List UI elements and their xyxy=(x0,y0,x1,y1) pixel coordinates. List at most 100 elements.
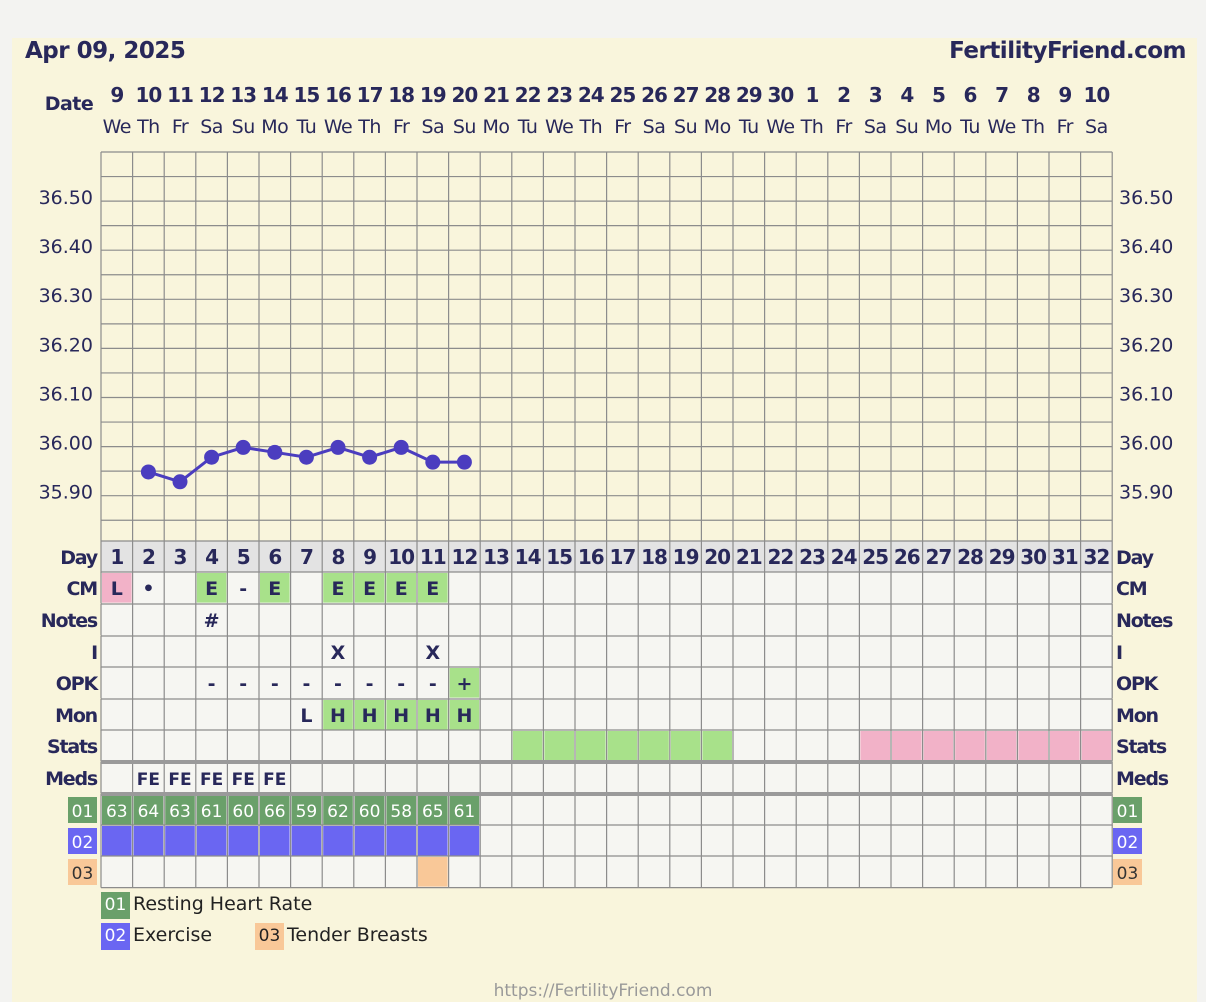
cell-day-text: 20 xyxy=(704,545,730,569)
row-code-right: 02 xyxy=(1117,833,1139,853)
row-code-right: 03 xyxy=(1117,864,1139,884)
cell-day-text: 15 xyxy=(546,545,572,569)
cell-day-text: 28 xyxy=(957,545,983,569)
cell-day-text: 21 xyxy=(736,545,762,569)
cell-day-text: 2 xyxy=(142,545,155,569)
date-number: 27 xyxy=(673,83,699,107)
cell-stats xyxy=(670,731,701,761)
cell-c1-text: 59 xyxy=(296,802,318,822)
temperature-point[interactable] xyxy=(267,444,283,460)
y-tick-right: 36.40 xyxy=(1119,236,1173,258)
date-number: 4 xyxy=(900,83,913,107)
temperature-point[interactable] xyxy=(298,449,314,465)
cell-day-text: 9 xyxy=(363,545,376,569)
temperature-point[interactable] xyxy=(204,449,220,465)
cell-mon-text: H xyxy=(362,705,378,727)
cell-day-text: 11 xyxy=(420,545,446,569)
date-number: 9 xyxy=(110,83,123,107)
legend-swatch-exercise: 02 xyxy=(101,923,130,950)
date-number: 2 xyxy=(837,83,850,107)
cell-c1-text: 60 xyxy=(232,802,254,822)
cell-day-text: 27 xyxy=(925,545,951,569)
cell-stats xyxy=(639,731,669,761)
cell-stats xyxy=(955,731,985,761)
cell-c1 xyxy=(228,795,258,825)
temperature-point[interactable] xyxy=(362,449,378,465)
cell-cm-text: • xyxy=(142,578,154,600)
cell-cm-text: L xyxy=(111,578,123,600)
date-number: 22 xyxy=(515,83,541,107)
date-number: 16 xyxy=(325,83,351,107)
date-number: 15 xyxy=(293,83,319,107)
cell-mon-text: H xyxy=(330,705,346,727)
cell-cm-text: E xyxy=(332,578,345,600)
cell-day-text: 13 xyxy=(483,545,509,569)
y-tick-right: 36.50 xyxy=(1119,187,1173,209)
cell-day-text: 31 xyxy=(1052,545,1078,569)
y-tick-right: 35.90 xyxy=(1119,482,1173,504)
cell-opk-text: - xyxy=(302,673,310,695)
cell-i-text: X xyxy=(425,642,440,664)
cell-day-text: 32 xyxy=(1083,545,1109,569)
cell-opk-text: - xyxy=(334,673,342,695)
cell-stats xyxy=(860,731,890,761)
cell-stats xyxy=(576,731,606,761)
temperature-point[interactable] xyxy=(330,439,346,455)
row-code-left: 02 xyxy=(72,833,94,853)
temperature-point[interactable] xyxy=(393,439,409,455)
cell-c2 xyxy=(418,826,448,856)
cell-c1 xyxy=(165,795,195,825)
cell-mon xyxy=(354,700,385,730)
cell-day-text: 18 xyxy=(641,545,667,569)
cell-c1-text: 58 xyxy=(390,802,412,822)
row-label-opk: OPK xyxy=(56,673,100,695)
date-number: 8 xyxy=(1027,83,1040,107)
temperature-point[interactable] xyxy=(140,464,156,480)
cell-opk xyxy=(449,668,480,698)
row-label-date: Date xyxy=(45,93,94,115)
row-label-day: Day xyxy=(60,547,99,569)
cell-stats xyxy=(1050,731,1080,761)
row-label-meds-right: Meds xyxy=(1116,768,1169,790)
cell-cm-text: E xyxy=(268,578,281,600)
cell-day-text: 22 xyxy=(767,545,793,569)
footer-url[interactable]: https://FertilityFriend.com xyxy=(493,981,713,1001)
weekday-label: We xyxy=(766,116,794,138)
date-number: 1 xyxy=(806,83,819,107)
cell-day-text: 7 xyxy=(300,545,313,569)
date-number: 28 xyxy=(704,83,730,107)
temperature-point[interactable] xyxy=(425,454,441,470)
row-label-stats-right: Stats xyxy=(1116,736,1167,758)
cell-opk-text: - xyxy=(239,673,247,695)
weekday-label: Su xyxy=(232,116,255,138)
cell-c1 xyxy=(291,795,322,825)
cell-day-text: 6 xyxy=(268,545,281,569)
y-tick-left: 36.20 xyxy=(39,334,93,356)
cell-day-text: 23 xyxy=(799,545,825,569)
cell-cm xyxy=(102,573,132,603)
row-label-cm: CM xyxy=(67,578,98,600)
temperature-point[interactable] xyxy=(235,439,251,455)
date-number: 30 xyxy=(767,83,793,107)
cell-c1 xyxy=(260,795,290,825)
chart-date-title: Apr 09, 2025 xyxy=(25,38,186,64)
site-title[interactable]: FertilityFriend.com xyxy=(949,38,1186,64)
cell-c2 xyxy=(323,826,353,856)
date-number: 26 xyxy=(641,83,667,107)
cell-day-text: 24 xyxy=(831,545,857,569)
weekday-label: Mo xyxy=(482,116,509,138)
cell-mon xyxy=(386,700,416,730)
weekday-label: Fr xyxy=(614,116,631,138)
row-label-i: I xyxy=(91,642,97,664)
cell-day-text: 16 xyxy=(578,545,604,569)
y-tick-left: 35.90 xyxy=(39,482,93,504)
cell-c1 xyxy=(354,795,385,825)
cell-c1 xyxy=(133,795,164,825)
temperature-point[interactable] xyxy=(172,474,188,490)
date-number: 10 xyxy=(1083,83,1109,107)
weekday-label: Tu xyxy=(296,116,317,138)
cell-stats xyxy=(1081,731,1112,761)
temperature-point[interactable] xyxy=(456,454,472,470)
cell-day-text: 26 xyxy=(894,545,920,569)
weekday-label: We xyxy=(103,116,131,138)
